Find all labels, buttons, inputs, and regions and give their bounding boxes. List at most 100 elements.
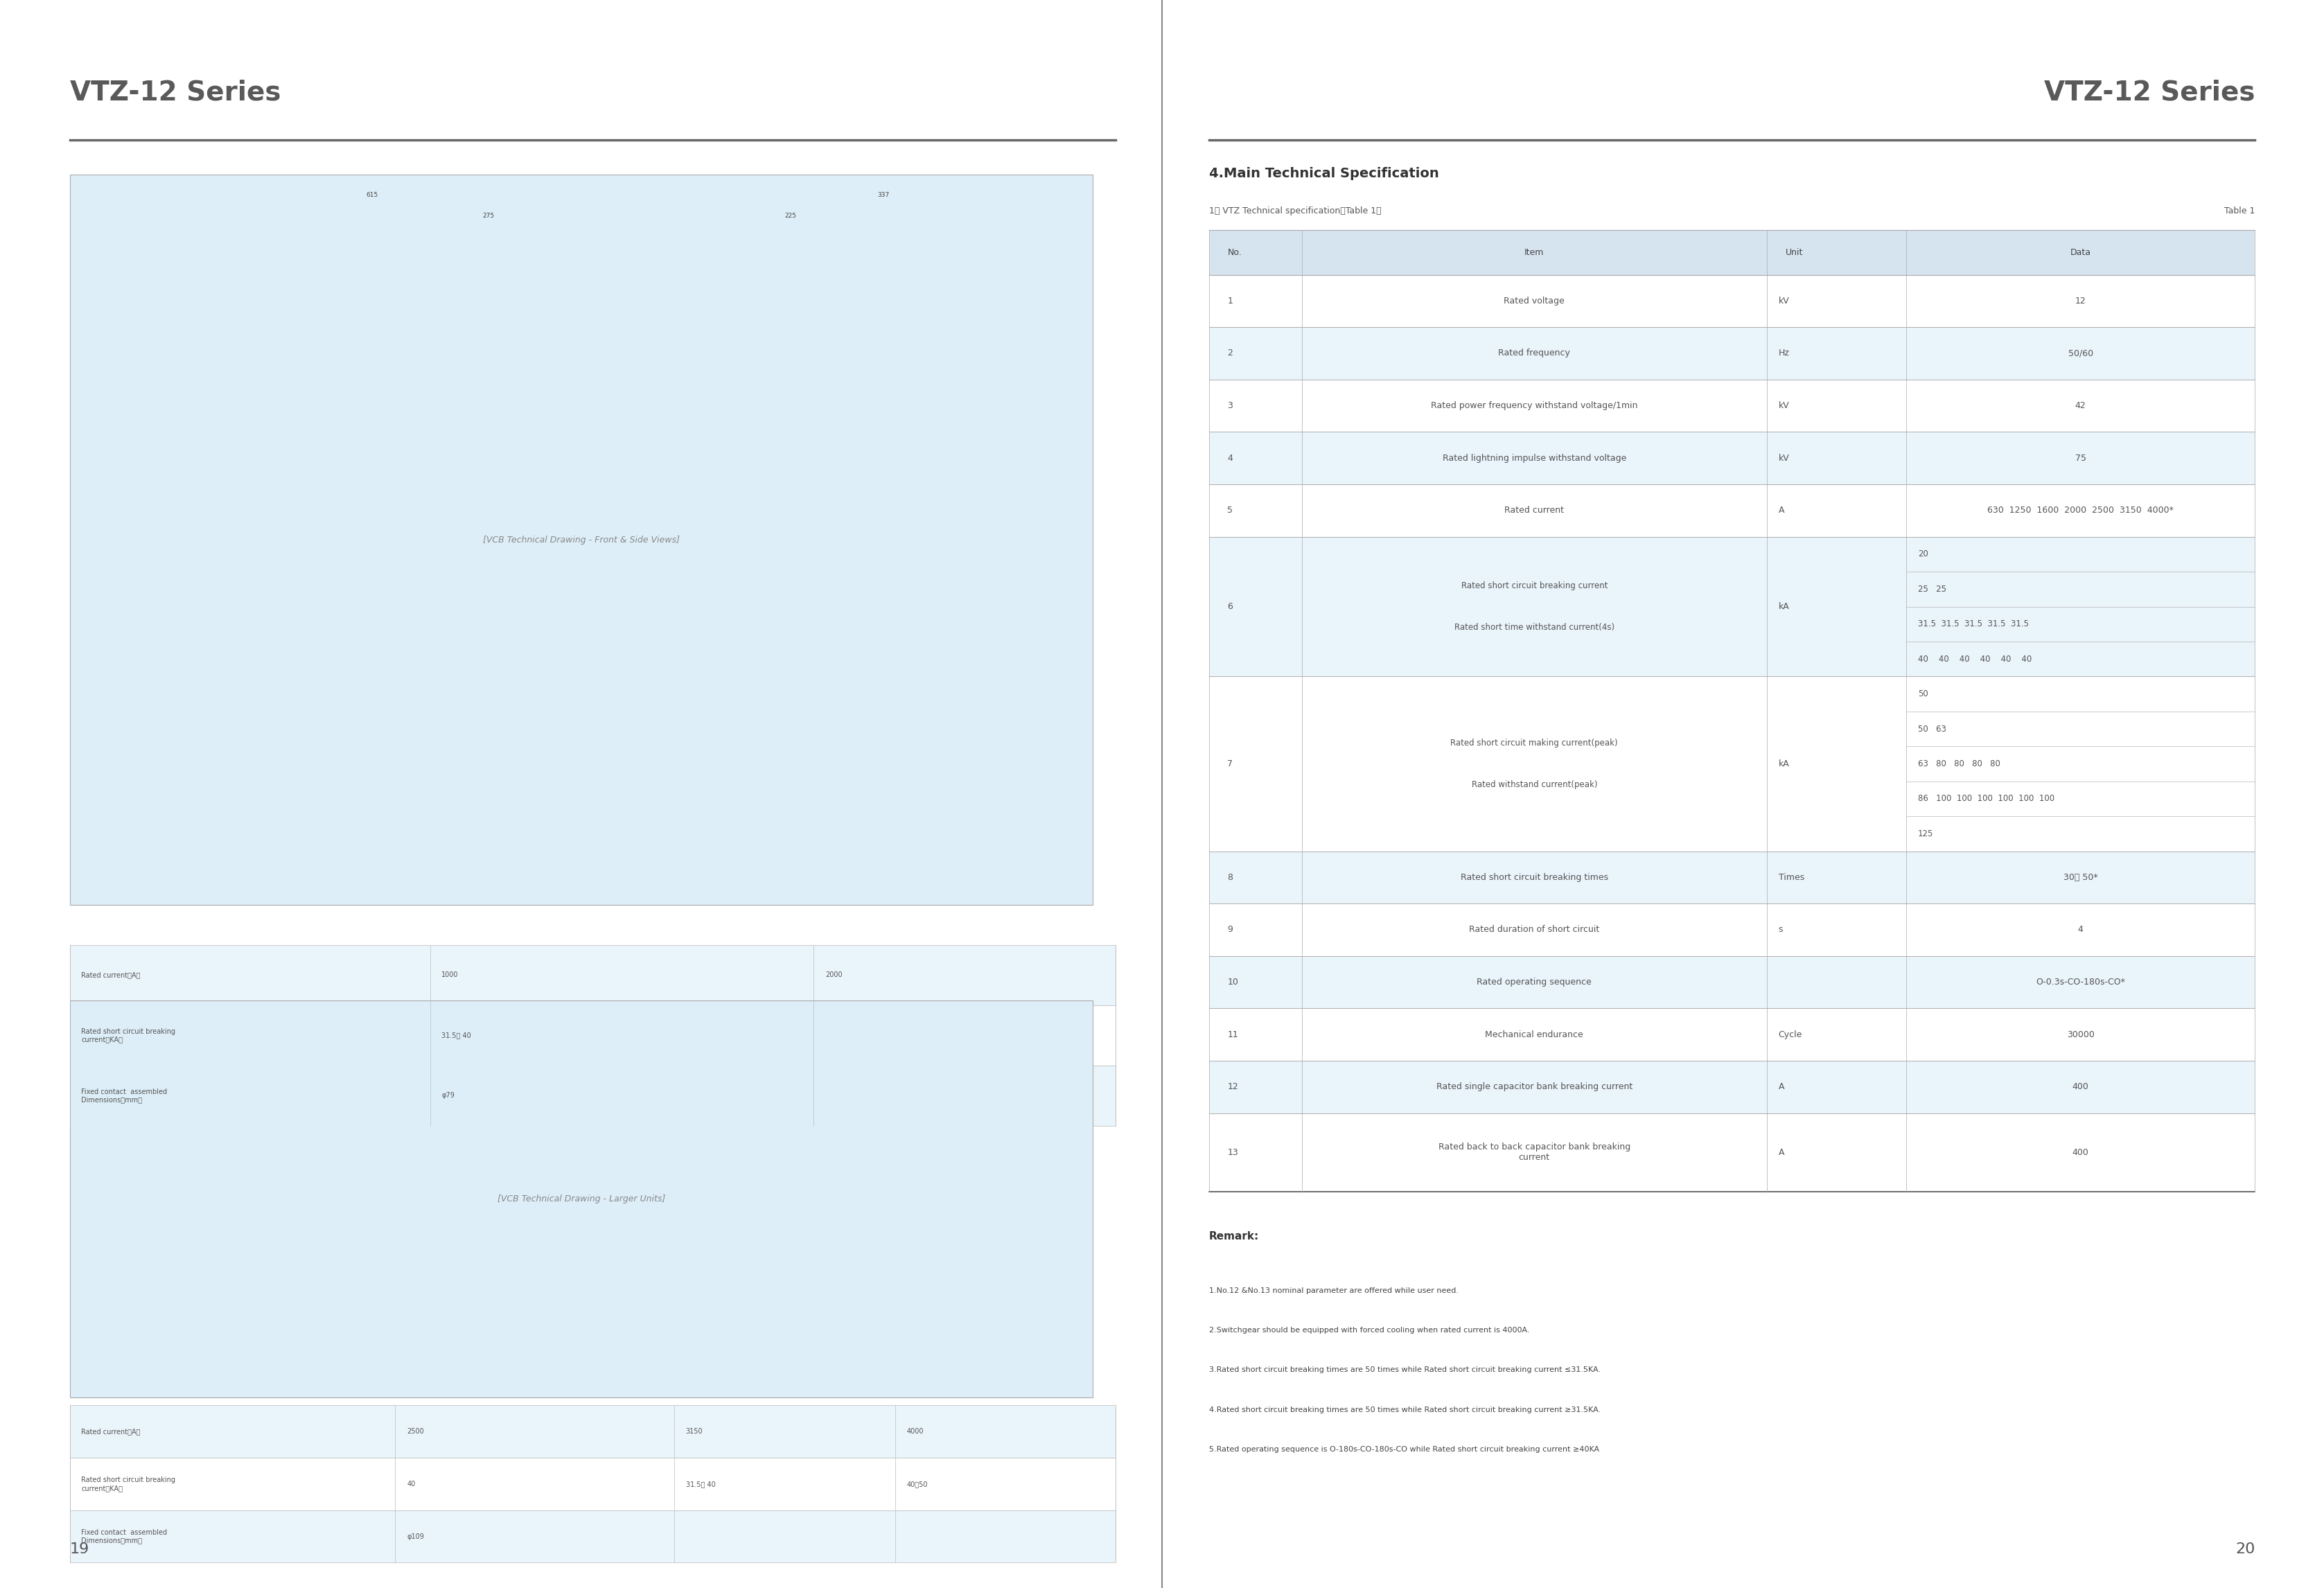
Text: Rated lightning impulse withstand voltage: Rated lightning impulse withstand voltag… <box>1441 454 1627 462</box>
Text: VTZ-12 Series: VTZ-12 Series <box>2043 79 2254 106</box>
Text: Rated short time withstand current(4s): Rated short time withstand current(4s) <box>1455 622 1613 632</box>
Text: 75: 75 <box>2075 454 2085 462</box>
Text: 630  1250  1600  2000  2500  3150  4000*: 630 1250 1600 2000 2500 3150 4000* <box>1987 507 2173 515</box>
Text: 4: 4 <box>1227 454 1232 462</box>
FancyBboxPatch shape <box>70 175 1092 905</box>
Text: 2500: 2500 <box>407 1428 423 1436</box>
Text: 4.Main Technical Specification: 4.Main Technical Specification <box>1208 167 1439 179</box>
Text: 2: 2 <box>1227 349 1232 357</box>
Text: VTZ-12 Series: VTZ-12 Series <box>70 79 281 106</box>
Bar <box>1208 380 2254 432</box>
Text: 50/60: 50/60 <box>2068 349 2092 357</box>
Text: kA: kA <box>1778 759 1789 769</box>
Bar <box>1208 1008 2254 1061</box>
Bar <box>1208 1113 2254 1193</box>
Text: Rated single capacitor bank breaking current: Rated single capacitor bank breaking cur… <box>1436 1083 1631 1091</box>
Text: 63   80   80   80   80: 63 80 80 80 80 <box>1917 759 1999 769</box>
Bar <box>70 1458 1116 1510</box>
Text: kV: kV <box>1778 402 1789 410</box>
Text: 40，50: 40，50 <box>906 1480 927 1488</box>
Text: 9: 9 <box>1227 926 1232 934</box>
Text: Rated short circuit making current(peak): Rated short circuit making current(peak) <box>1450 738 1618 748</box>
Text: Table 1: Table 1 <box>2224 206 2254 216</box>
Text: A: A <box>1778 1083 1785 1091</box>
Bar <box>1208 851 2254 904</box>
Text: A: A <box>1778 1148 1785 1158</box>
Text: 225: 225 <box>783 213 797 219</box>
Bar <box>1208 327 2254 380</box>
Text: Rated current: Rated current <box>1504 507 1564 515</box>
Text: Rated duration of short circuit: Rated duration of short circuit <box>1469 926 1599 934</box>
Text: 400: 400 <box>2071 1148 2089 1158</box>
Bar <box>1208 956 2254 1008</box>
Text: 3: 3 <box>1227 402 1232 410</box>
Text: s: s <box>1778 926 1783 934</box>
Bar <box>70 1005 1116 1066</box>
Bar <box>1208 484 2254 537</box>
Text: Rated voltage: Rated voltage <box>1504 297 1564 305</box>
Text: Item: Item <box>1525 248 1543 257</box>
Text: Mechanical endurance: Mechanical endurance <box>1485 1031 1583 1039</box>
Text: 31.5， 40: 31.5， 40 <box>442 1032 472 1039</box>
Text: 615: 615 <box>365 192 379 198</box>
Text: Rated short circuit breaking current: Rated short circuit breaking current <box>1459 581 1608 591</box>
Text: Rated short circuit breaking
current（KA）: Rated short circuit breaking current（KA） <box>81 1477 177 1491</box>
Bar <box>1208 230 2254 275</box>
Text: 11: 11 <box>1227 1031 1239 1039</box>
Text: kV: kV <box>1778 454 1789 462</box>
Text: 12: 12 <box>2075 297 2085 305</box>
Text: 1: 1 <box>1227 297 1232 305</box>
Text: 25   25: 25 25 <box>1917 584 1945 594</box>
Text: 1000: 1000 <box>442 972 458 978</box>
Text: Rated back to back capacitor bank breaking
current: Rated back to back capacitor bank breaki… <box>1439 1143 1629 1162</box>
Bar <box>1208 676 2254 851</box>
Text: O-0.3s-CO-180s-CO*: O-0.3s-CO-180s-CO* <box>2036 978 2124 986</box>
Text: 10: 10 <box>1227 978 1239 986</box>
Text: 50   63: 50 63 <box>1917 724 1945 734</box>
Text: 275: 275 <box>481 213 495 219</box>
Text: Rated power frequency withstand voltage/1min: Rated power frequency withstand voltage/… <box>1432 402 1636 410</box>
Bar <box>70 1066 1116 1126</box>
Text: 86   100  100  100  100  100  100: 86 100 100 100 100 100 100 <box>1917 794 2054 804</box>
Text: Remark:: Remark: <box>1208 1232 1260 1242</box>
Text: Unit: Unit <box>1785 248 1803 257</box>
Bar <box>1208 432 2254 484</box>
Bar <box>1208 537 2254 676</box>
Text: 42: 42 <box>2075 402 2085 410</box>
Text: 19: 19 <box>70 1542 88 1556</box>
Text: φ79: φ79 <box>442 1093 456 1099</box>
Text: 20: 20 <box>2236 1542 2254 1556</box>
Text: 7: 7 <box>1227 759 1232 769</box>
Text: [VCB Technical Drawing - Front & Side Views]: [VCB Technical Drawing - Front & Side Vi… <box>483 535 679 545</box>
Text: Times: Times <box>1778 873 1803 881</box>
Text: 8: 8 <box>1227 873 1232 881</box>
Bar <box>1208 275 2254 327</box>
Text: 3.Rated short circuit breaking times are 50 times while Rated short circuit brea: 3.Rated short circuit breaking times are… <box>1208 1367 1599 1374</box>
FancyBboxPatch shape <box>70 1000 1092 1397</box>
Text: Fixed contact  assembled
Dimensions（mm）: Fixed contact assembled Dimensions（mm） <box>81 1529 167 1544</box>
Text: 31.5  31.5  31.5  31.5  31.5: 31.5 31.5 31.5 31.5 31.5 <box>1917 619 2029 629</box>
Text: 2000: 2000 <box>825 972 841 978</box>
Bar <box>70 1510 1116 1563</box>
Text: 20: 20 <box>1917 549 1927 559</box>
Text: φ109: φ109 <box>407 1532 423 1540</box>
Text: 31.5， 40: 31.5， 40 <box>686 1480 716 1488</box>
Text: 6: 6 <box>1227 602 1232 611</box>
Text: 400: 400 <box>2071 1083 2089 1091</box>
Text: A: A <box>1778 507 1785 515</box>
Bar <box>1208 904 2254 956</box>
Text: Rated current（A）: Rated current（A） <box>81 972 139 978</box>
Text: No.: No. <box>1227 248 1241 257</box>
Text: 4: 4 <box>2078 926 2082 934</box>
Text: Rated short circuit breaking times: Rated short circuit breaking times <box>1459 873 1608 881</box>
Text: Rated operating sequence: Rated operating sequence <box>1476 978 1592 986</box>
Text: 5: 5 <box>1227 507 1232 515</box>
Text: 4000: 4000 <box>906 1428 923 1436</box>
Text: Cycle: Cycle <box>1778 1031 1801 1039</box>
Text: 2.Switchgear should be equipped with forced cooling when rated current is 4000A.: 2.Switchgear should be equipped with for… <box>1208 1328 1529 1334</box>
Text: Rated short circuit breaking
current（KA）: Rated short circuit breaking current（KA） <box>81 1027 177 1043</box>
Bar <box>70 1405 1116 1458</box>
Text: 40: 40 <box>407 1480 416 1488</box>
Text: Fixed contact  assembled
Dimensions（mm）: Fixed contact assembled Dimensions（mm） <box>81 1088 167 1104</box>
Text: Rated withstand current(peak): Rated withstand current(peak) <box>1471 780 1597 789</box>
